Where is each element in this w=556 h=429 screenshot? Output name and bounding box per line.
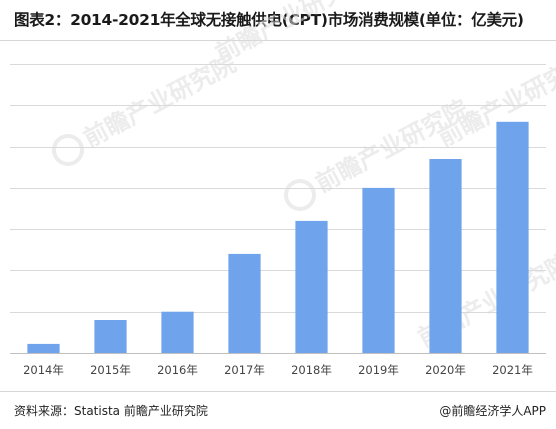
x-tick-label: 2019年 bbox=[358, 363, 399, 377]
bar-2019年 bbox=[362, 187, 395, 353]
brand-note: @前瞻经济学人APP bbox=[439, 404, 546, 418]
x-tick-label: 2016年 bbox=[157, 363, 198, 377]
chart: 前瞻产业研究院 前瞻产业研究院 前瞻产业研究院 前瞻产业研究院 前瞻产业研究院 … bbox=[10, 0, 556, 377]
x-tick-labels: 2014年 2015年 2016年 2017年 2018年 2019年 2020年 2021年 bbox=[23, 363, 533, 377]
bars bbox=[27, 121, 529, 353]
bar-2015年 bbox=[94, 320, 127, 353]
bar-2014年 bbox=[27, 343, 60, 353]
chart-title: 图表2：2014-2021年全球无接触供电(CPT)市场消费规模(单位：亿美元) bbox=[14, 11, 524, 29]
bar-2016年 bbox=[161, 311, 194, 353]
source-note: 资料来源：Statista 前瞻产业研究院 bbox=[14, 404, 208, 418]
bar-2020年 bbox=[429, 159, 462, 353]
x-tick-label: 2014年 bbox=[23, 363, 64, 377]
x-tick-label: 2015年 bbox=[90, 363, 131, 377]
bar-2018年 bbox=[295, 220, 328, 353]
bar-2021年 bbox=[496, 121, 529, 353]
footer-divider bbox=[0, 391, 556, 392]
bar-2017年 bbox=[228, 253, 261, 353]
svg-text:前瞻产业研究院: 前瞻产业研究院 bbox=[211, 0, 372, 68]
x-tick-label: 2017年 bbox=[224, 363, 265, 377]
x-tick-label: 2018年 bbox=[291, 363, 332, 377]
x-tick-label: 2020年 bbox=[425, 363, 466, 377]
x-tick-label: 2021年 bbox=[492, 363, 533, 377]
title-divider bbox=[0, 40, 556, 41]
